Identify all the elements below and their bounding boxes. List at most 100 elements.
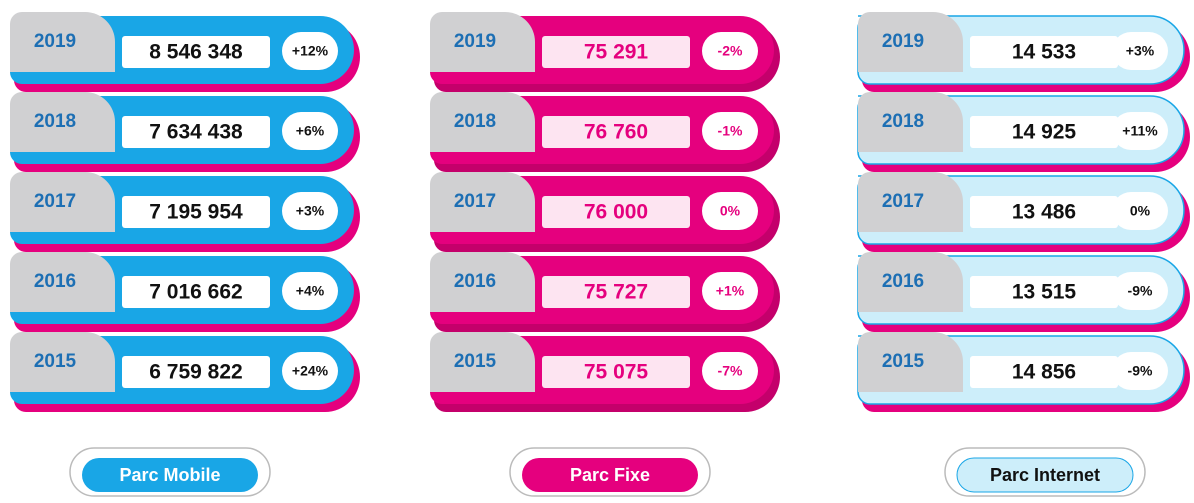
label-pill xyxy=(956,457,1134,493)
value: 14 856 xyxy=(1012,361,1076,384)
change-pill xyxy=(1112,112,1168,150)
year-tab xyxy=(430,252,535,312)
year: 2015 xyxy=(34,351,77,372)
change: +24% xyxy=(292,363,329,379)
value: 13 486 xyxy=(1012,201,1076,224)
change-pill xyxy=(702,352,758,390)
year: 2016 xyxy=(882,271,924,292)
year: 2017 xyxy=(882,191,924,212)
label-pill xyxy=(522,458,698,492)
column-label: Parc Mobile xyxy=(119,465,220,485)
value: 13 515 xyxy=(1012,281,1077,304)
year-tab xyxy=(858,252,963,312)
change: -9% xyxy=(1128,363,1153,379)
year: 2017 xyxy=(34,191,76,212)
year: 2018 xyxy=(882,111,924,132)
change-pill xyxy=(1112,272,1168,310)
year-tab xyxy=(430,12,535,72)
change: 0% xyxy=(1130,203,1151,219)
value: 75 727 xyxy=(584,281,648,304)
year-tab xyxy=(858,92,963,152)
value-box xyxy=(542,36,690,68)
year-tab xyxy=(430,172,535,232)
value-box xyxy=(970,276,1118,308)
value: 14 925 xyxy=(1012,121,1077,144)
change: +11% xyxy=(1122,123,1158,139)
year: 2018 xyxy=(34,111,76,132)
year: 2019 xyxy=(882,31,924,52)
year: 2015 xyxy=(454,351,497,372)
year-tab xyxy=(430,92,535,152)
change: +6% xyxy=(296,123,325,139)
column: 2019 75 291 -2% 2018 76 760 -1% 2017 76 000 0% 20… xyxy=(430,12,780,497)
value: 75 075 xyxy=(584,361,649,384)
change: -2% xyxy=(718,43,743,59)
change-pill xyxy=(1112,352,1168,390)
year-tab xyxy=(10,332,115,392)
year: 2016 xyxy=(454,271,496,292)
change: 0% xyxy=(720,203,741,219)
value: 75 291 xyxy=(584,41,649,64)
year-tab xyxy=(10,172,115,232)
change: -9% xyxy=(1128,283,1153,299)
column: 2019 8 546 348 +12% 2018 7 634 438 +6% 2017 7 1… xyxy=(10,12,360,497)
change: +3% xyxy=(296,203,325,219)
value: 14 533 xyxy=(1012,41,1076,64)
year: 2015 xyxy=(882,351,925,372)
change: -1% xyxy=(718,123,743,139)
value: 6 759 822 xyxy=(149,361,242,384)
value: 7 195 954 xyxy=(149,201,243,224)
value-box xyxy=(970,196,1118,228)
change-pill xyxy=(282,272,338,310)
label-pill xyxy=(82,458,258,492)
value: 8 546 348 xyxy=(149,41,243,64)
year: 2019 xyxy=(34,31,76,52)
year: 2019 xyxy=(454,31,496,52)
change-pill xyxy=(282,112,338,150)
column-label: Parc Internet xyxy=(990,465,1100,485)
change: +1% xyxy=(716,283,745,299)
value-box xyxy=(970,116,1118,148)
value-box xyxy=(542,356,690,388)
year-tab xyxy=(10,252,115,312)
value: 76 000 xyxy=(584,201,648,224)
value-box xyxy=(122,276,270,308)
value-box xyxy=(542,196,690,228)
change-pill xyxy=(282,352,338,390)
value-box xyxy=(122,196,270,228)
value: 76 760 xyxy=(584,121,648,144)
value: 7 634 438 xyxy=(149,121,243,144)
column-label: Parc Fixe xyxy=(570,465,650,485)
change-pill xyxy=(282,32,338,70)
year-tab xyxy=(10,92,115,152)
value-box xyxy=(542,116,690,148)
change-pill xyxy=(702,192,758,230)
value-box xyxy=(122,116,270,148)
change-pill xyxy=(702,112,758,150)
year-tab xyxy=(858,172,963,232)
value-box xyxy=(970,356,1118,388)
change: +4% xyxy=(296,283,325,299)
year: 2018 xyxy=(454,111,496,132)
year-tab xyxy=(10,12,115,72)
change: -7% xyxy=(718,363,743,379)
change-pill xyxy=(702,272,758,310)
year-tab xyxy=(858,12,963,72)
value-box xyxy=(970,36,1118,68)
year-tab xyxy=(430,332,535,392)
column: 2019 14 533 +3% 2018 14 925 +11% 2017 13 486 0% 2… xyxy=(857,12,1190,497)
change-pill xyxy=(702,32,758,70)
year: 2016 xyxy=(34,271,76,292)
value-box xyxy=(542,276,690,308)
year-tab xyxy=(858,332,963,392)
change-pill xyxy=(1112,192,1168,230)
change: +3% xyxy=(1126,43,1155,59)
value-box xyxy=(122,36,270,68)
year: 2017 xyxy=(454,191,496,212)
change-pill xyxy=(282,192,338,230)
value: 7 016 662 xyxy=(149,281,242,304)
value-box xyxy=(122,356,270,388)
change-pill xyxy=(1112,32,1168,70)
change: +12% xyxy=(292,43,329,59)
